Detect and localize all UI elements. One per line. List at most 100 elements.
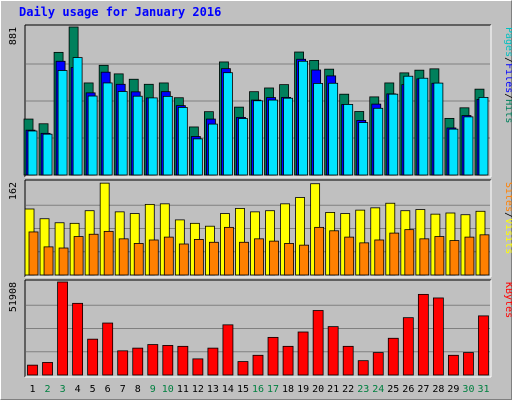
kbytes-max-label: 51908 <box>8 282 19 312</box>
visits-sites-bar-day-1 <box>28 231 39 276</box>
hits-pages-bar-day-12 <box>192 138 203 176</box>
hits-pages-bar-day-26 <box>403 75 414 176</box>
x-tick-label-day-3: 3 <box>60 384 66 395</box>
hits-pages-bar-day-19 <box>298 60 308 176</box>
hits-pages-bar-day-2 <box>42 133 53 176</box>
hits-pages-bar-day-27 <box>418 77 429 176</box>
x-tick-label-day-17: 17 <box>267 384 279 395</box>
hits-pages-bar-day-4 <box>72 57 83 176</box>
hits-pages-bar-day-22 <box>343 104 354 176</box>
x-tick-label-day-31: 31 <box>477 384 489 395</box>
visits-sites-bar-day-18 <box>284 243 294 276</box>
hits-pages-bar-day-13 <box>208 123 218 176</box>
kbytes-kbytes-bar-day-26 <box>402 317 414 376</box>
kbytes-kbytes-bar-day-14 <box>222 324 234 376</box>
x-tick-label-day-30: 30 <box>462 384 474 395</box>
visits-sites-bar-day-11 <box>178 243 189 276</box>
hits-pages-bar-day-11 <box>177 107 188 176</box>
kbytes-kbytes-bar-day-24 <box>372 352 384 376</box>
x-tick-label-day-9: 9 <box>150 384 156 395</box>
hits-legend-part-0: Pages <box>503 27 512 57</box>
hits-legend-part-2: Files <box>503 63 512 93</box>
x-tick-label-day-4: 4 <box>75 384 81 395</box>
x-tick-label-day-10: 10 <box>162 384 174 395</box>
x-tick-label-day-14: 14 <box>222 384 234 395</box>
hits-pages-bar-day-1 <box>27 130 38 176</box>
hits-pages-bar-day-9 <box>147 97 158 176</box>
hits-pages-bar-day-18 <box>283 97 293 176</box>
visits-sites-bar-day-16 <box>254 238 264 276</box>
visits-sites-bar-day-30 <box>464 236 475 276</box>
x-tick-label-day-21: 21 <box>327 384 339 395</box>
kbytes-kbytes-bar-day-15 <box>237 361 249 376</box>
visits-sites-bar-day-4 <box>73 236 84 276</box>
kbytes-kbytes-bar-day-13 <box>207 347 219 376</box>
hits-pages-bar-day-20 <box>313 83 324 176</box>
kbytes-kbytes-bar-day-30 <box>463 352 474 376</box>
visits-sites-bar-day-26 <box>404 229 415 276</box>
hits-pages-bar-day-21 <box>328 82 339 176</box>
visits-sites-bar-day-10 <box>163 236 174 276</box>
kbytes-kbytes-bar-day-18 <box>282 345 294 376</box>
visits-sites-bar-day-27 <box>419 238 430 276</box>
visits-sites-bar-day-20 <box>314 226 325 276</box>
x-tick-label-day-6: 6 <box>105 384 111 395</box>
kbytes-kbytes-bar-day-6 <box>102 322 114 376</box>
hits-pages-bar-day-17 <box>268 99 278 176</box>
x-tick-label-day-29: 29 <box>447 384 459 395</box>
kbytes-kbytes-bar-day-2 <box>42 362 53 376</box>
hits-legend-part-3: / <box>503 93 512 99</box>
x-tick-label-day-20: 20 <box>312 384 324 395</box>
visits-sites-bar-day-19 <box>299 244 309 276</box>
kbytes-kbytes-bar-day-8 <box>132 347 144 376</box>
hits-pages-bar-day-8 <box>132 95 143 176</box>
kbytes-kbytes-bar-day-9 <box>147 344 159 376</box>
visits-sites-bar-day-28 <box>434 236 445 276</box>
x-tick-label-day-19: 19 <box>297 384 309 395</box>
x-tick-label-day-28: 28 <box>432 384 444 395</box>
x-tick-label-day-22: 22 <box>342 384 354 395</box>
kbytes-kbytes-bar-day-25 <box>387 337 399 376</box>
visits-sites-bar-day-31 <box>479 234 490 276</box>
kbytes-legend: KBytes <box>503 282 512 318</box>
kbytes-kbytes-bar-day-31 <box>478 315 489 376</box>
visits-sites-bar-day-5 <box>88 233 99 276</box>
kbytes-legend-part-0: KBytes <box>503 282 512 318</box>
kbytes-kbytes-bar-day-11 <box>177 345 189 376</box>
visits-legend: Sites/Visits <box>503 182 512 254</box>
kbytes-kbytes-bar-day-29 <box>448 354 459 376</box>
visits-sites-bar-day-7 <box>118 238 129 276</box>
x-tick-label-day-15: 15 <box>237 384 249 395</box>
hits-pages-bar-day-30 <box>463 116 474 176</box>
x-tick-label-day-24: 24 <box>372 384 384 395</box>
x-tick-label-day-12: 12 <box>192 384 204 395</box>
visits-sites-bar-day-21 <box>329 230 340 276</box>
x-tick-label-day-13: 13 <box>207 384 219 395</box>
hits-legend-part-4: Hits <box>503 99 512 123</box>
kbytes-kbytes-bar-day-1 <box>27 364 38 376</box>
kbytes-kbytes-bar-day-20 <box>312 310 324 376</box>
visits-sites-bar-day-2 <box>43 246 54 276</box>
kbytes-kbytes-bar-day-10 <box>162 345 174 376</box>
x-tick-label-day-26: 26 <box>402 384 414 395</box>
visits-sites-bar-day-22 <box>344 236 355 276</box>
kbytes-kbytes-bar-day-5 <box>87 338 99 376</box>
visits-sites-bar-day-23 <box>359 242 370 276</box>
x-tick-label-day-16: 16 <box>252 384 264 395</box>
hits-pages-bar-day-24 <box>373 107 384 176</box>
x-tick-label-day-8: 8 <box>135 384 141 395</box>
hits-pages-bar-day-25 <box>388 93 399 176</box>
kbytes-kbytes-bar-day-21 <box>327 326 339 376</box>
hits-legend-part-1: / <box>503 57 512 63</box>
kbytes-kbytes-bar-day-28 <box>432 297 444 376</box>
visits-sites-bar-day-9 <box>148 239 159 276</box>
hits-pages-bar-day-31 <box>478 96 489 176</box>
x-tick-label-day-2: 2 <box>45 384 51 395</box>
kbytes-kbytes-bar-day-16 <box>252 354 264 376</box>
visits-sites-bar-day-15 <box>239 241 249 276</box>
x-tick-label-day-18: 18 <box>282 384 294 395</box>
chart-title: Daily usage for January 2016 <box>19 5 222 19</box>
visits-sites-bar-day-14 <box>224 226 234 276</box>
hits-pages-bar-day-28 <box>433 82 444 176</box>
kbytes-kbytes-bar-day-27 <box>417 293 429 376</box>
